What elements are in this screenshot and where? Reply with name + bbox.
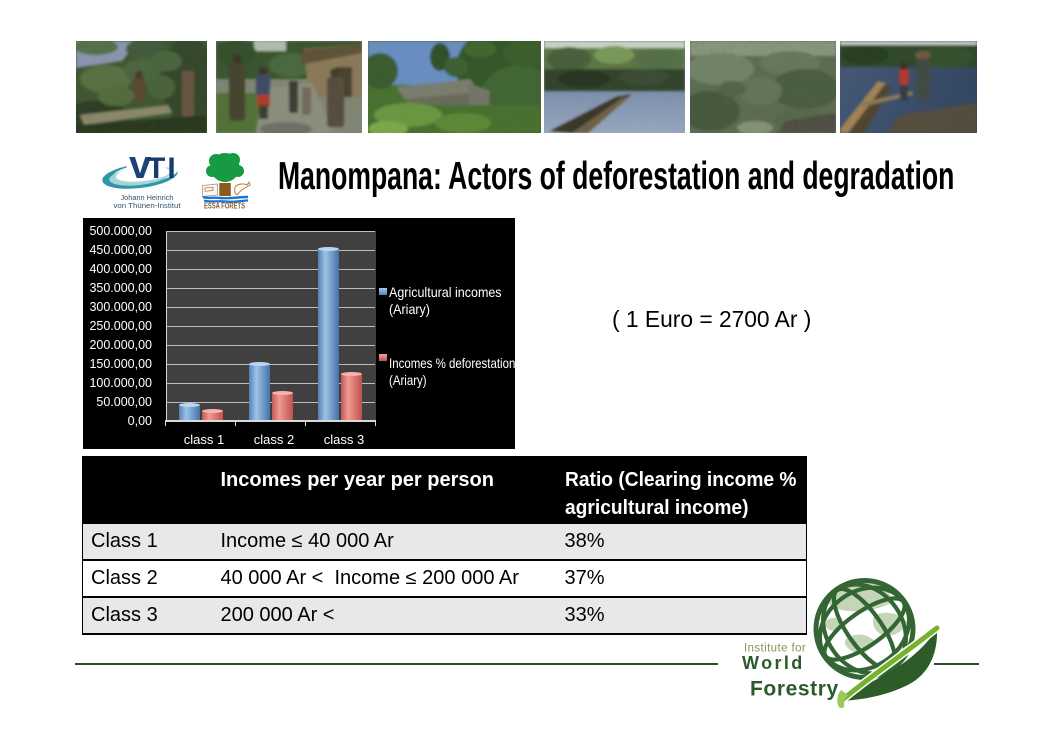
svg-text:Johann Heinrich: Johann Heinrich	[121, 193, 174, 202]
svg-text:von Thünen-Institut: von Thünen-Institut	[114, 201, 182, 210]
svg-text:v: v	[129, 150, 152, 187]
svg-text:TI: TI	[147, 152, 178, 185]
svg-text:Institute for: Institute for	[744, 643, 806, 655]
svg-text:World: World	[742, 653, 805, 673]
svg-text:Forestry: Forestry	[750, 678, 839, 701]
svg-text:ESSA FORETS: ESSA FORETS	[204, 202, 245, 211]
